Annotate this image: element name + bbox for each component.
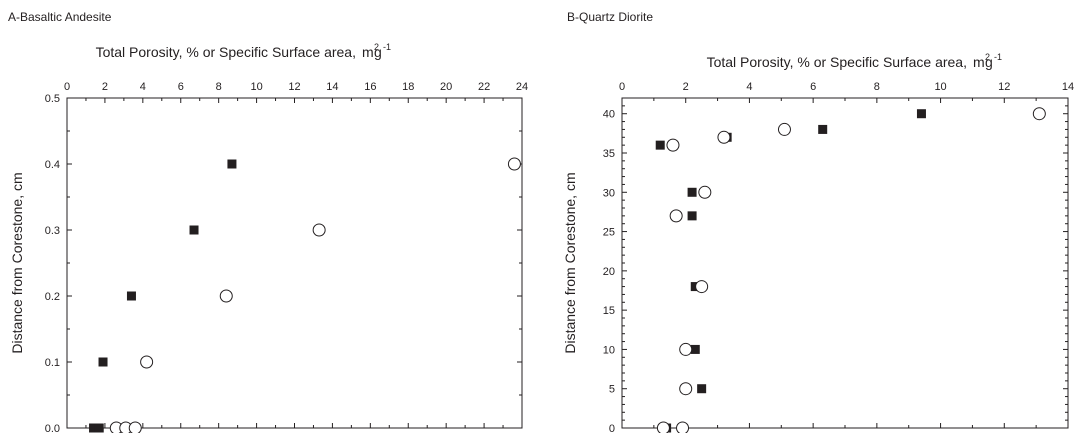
x-tick-label: 10 — [934, 81, 946, 93]
data-point-open-circle — [666, 138, 680, 152]
x-tick-label: 8 — [874, 81, 880, 93]
y-ticks: 0.0 0.1 0.2 0.3 0.4 0.5 — [45, 93, 522, 433]
data-point-open-circle — [219, 289, 233, 303]
y-tick-label: 0.1 — [45, 357, 60, 369]
x-axis-title-text: Total Porosity, % or Specific Surface ar… — [96, 44, 356, 60]
data-point-filled-square — [98, 357, 108, 367]
chart-b: 0 2 4 6 8 10 12 14 0 5 10 15 20 25 30 35 40 Total Porosit… — [562, 52, 1074, 433]
data-point-open-circle — [698, 185, 712, 199]
data-point-filled-square — [126, 291, 136, 301]
data-point-open-circle — [128, 421, 142, 433]
y-tick-label: 20 — [603, 266, 615, 278]
x-tick-label: 10 — [250, 81, 262, 93]
y-tick-label: 15 — [603, 305, 615, 317]
data-point-open-circle — [676, 421, 690, 433]
panel-label-a: A-Basaltic Andesite — [8, 10, 112, 24]
data-point-open-circle — [679, 382, 693, 396]
x-ticks: 0 2 4 6 8 10 12 14 16 18 20 22 24 — [64, 81, 528, 428]
data-point-filled-square — [690, 344, 700, 354]
data-point-open-circle — [679, 342, 693, 356]
y-tick-label: 25 — [603, 227, 615, 239]
data-point-filled-square — [189, 225, 199, 235]
data-point-filled-square — [94, 423, 104, 433]
x-tick-label: 22 — [478, 81, 490, 93]
x-tick-label: 12 — [288, 81, 300, 93]
x-axis-unit-sup-2: 2 — [985, 52, 990, 62]
data-point-open-circle — [140, 355, 154, 369]
data-point-open-circle — [669, 209, 683, 223]
y-axis-title: Distance from Corestone, cm — [562, 172, 578, 353]
data-point-open-circle — [656, 421, 670, 433]
series-filled-square — [89, 159, 237, 433]
y-tick-label: 5 — [609, 384, 615, 396]
y-tick-label: 40 — [603, 109, 615, 121]
x-tick-label: 12 — [998, 81, 1010, 93]
x-axis-unit-m: m — [973, 54, 985, 70]
x-tick-label: 8 — [216, 81, 222, 93]
x-axis-title: Total Porosity, % or Specific Surface ar… — [96, 42, 391, 60]
x-axis-unit-g: g — [374, 44, 382, 60]
x-tick-label: 14 — [1062, 81, 1074, 93]
x-tick-label: 18 — [402, 81, 414, 93]
y-tick-label: 30 — [603, 187, 615, 199]
data-point-open-circle — [507, 157, 521, 171]
x-tick-label: 4 — [746, 81, 752, 93]
x-axis-unit-sup-neg1: -1 — [383, 42, 391, 52]
data-point-filled-square — [687, 211, 697, 221]
plot-frame — [621, 97, 1069, 429]
x-tick-label: 0 — [619, 81, 625, 93]
y-axis-title: Distance from Corestone, cm — [9, 172, 25, 353]
x-tick-label: 2 — [102, 81, 108, 93]
y-tick-label: 0.5 — [45, 93, 60, 105]
data-point-filled-square — [687, 187, 697, 197]
data-point-filled-square — [227, 159, 237, 169]
y-tick-label: 35 — [603, 148, 615, 160]
x-tick-label: 4 — [140, 81, 146, 93]
x-axis-unit-sup-neg1: -1 — [994, 52, 1002, 62]
x-axis-unit-g: g — [985, 54, 993, 70]
y-tick-label: 0 — [609, 423, 615, 433]
data-point-open-circle — [312, 223, 326, 237]
data-point-filled-square — [818, 124, 828, 134]
x-axis-title-text: Total Porosity, % or Specific Surface ar… — [707, 54, 967, 70]
x-tick-label: 20 — [440, 81, 452, 93]
plot-frame — [66, 97, 523, 429]
y-tick-label: 10 — [603, 344, 615, 356]
y-tick-label: 0.0 — [45, 423, 60, 433]
chart-a: 0 2 4 6 8 10 12 14 16 18 20 22 240.00.10.20.30.40.5T… — [9, 42, 528, 433]
data-point-filled-square — [697, 384, 707, 394]
data-point-filled-square — [916, 109, 926, 119]
data-point-filled-square — [655, 140, 665, 150]
y-tick-label: 0.4 — [45, 159, 60, 171]
x-tick-label: 16 — [364, 81, 376, 93]
x-axis-title: Total Porosity, % or Specific Surface ar… — [707, 52, 1002, 70]
y-tick-label: 0.2 — [45, 291, 60, 303]
x-ticks: 0 2 4 6 8 10 12 14 — [619, 81, 1074, 428]
x-tick-label: 0 — [64, 81, 70, 93]
data-point-open-circle — [695, 280, 709, 294]
x-tick-label: 24 — [516, 81, 528, 93]
data-point-open-circle — [777, 122, 791, 136]
y-tick-label: 0.3 — [45, 225, 60, 237]
x-tick-label: 6 — [178, 81, 184, 93]
series-filled-square — [655, 109, 926, 433]
y-ticks: 0 5 10 15 20 25 30 35 40 — [603, 97, 1068, 433]
series-open-circle — [109, 157, 521, 433]
panel-label-b: B-Quartz Diorite — [567, 10, 654, 24]
x-tick-label: 6 — [810, 81, 816, 93]
data-point-filled-square — [89, 423, 99, 433]
x-tick-label: 14 — [326, 81, 338, 93]
series-open-circle — [656, 107, 1046, 433]
x-tick-label: 2 — [683, 81, 689, 93]
data-point-open-circle — [1032, 107, 1046, 121]
data-point-open-circle — [717, 130, 731, 144]
x-axis-unit-sup-2: 2 — [374, 42, 379, 52]
x-axis-unit-m: m — [362, 44, 374, 60]
